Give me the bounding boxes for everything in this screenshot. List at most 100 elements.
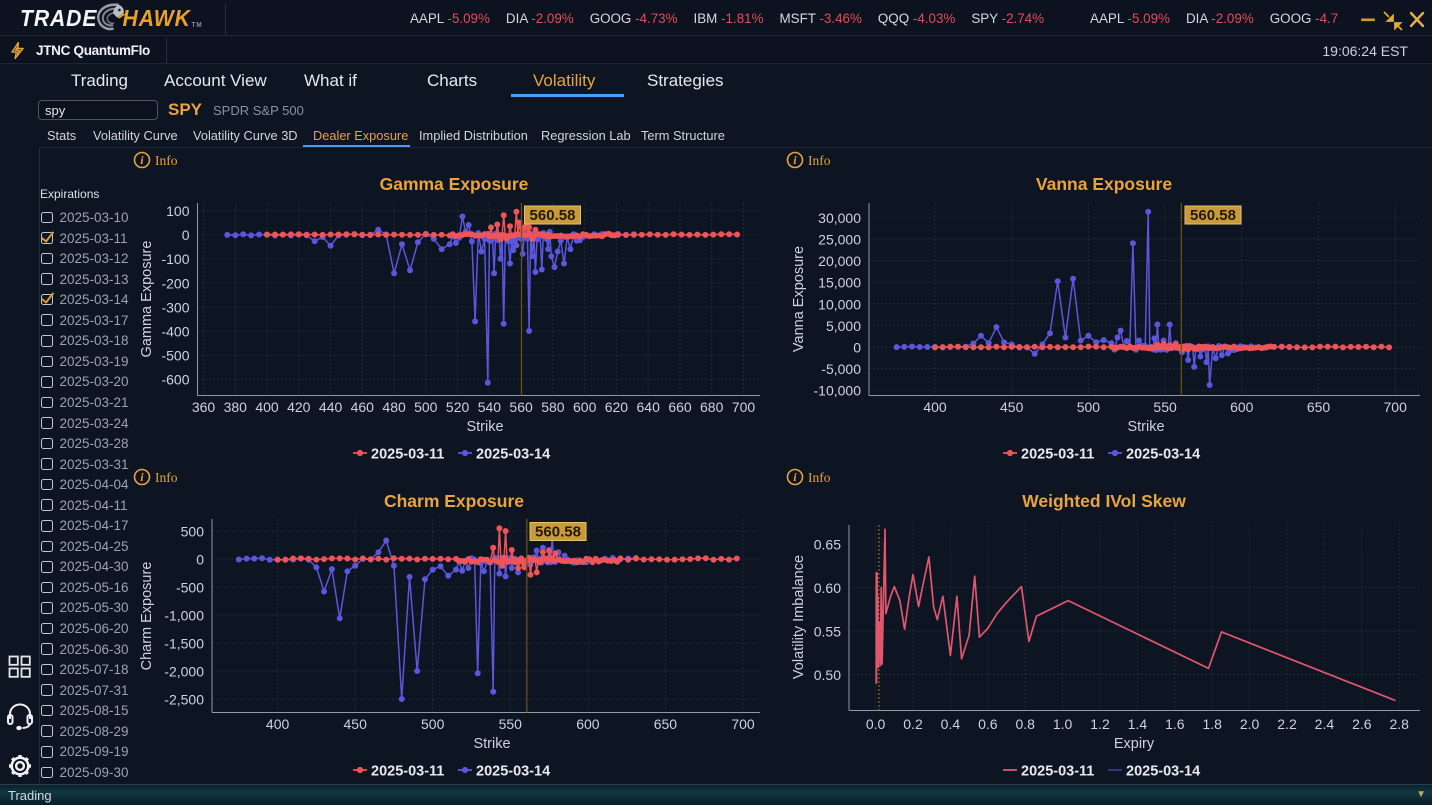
svg-text:560.58: 560.58 (1190, 207, 1236, 224)
svg-text:0.4: 0.4 (941, 716, 961, 732)
svg-text:520: 520 (446, 399, 470, 415)
svg-text:1.2: 1.2 (1090, 716, 1110, 732)
svg-text:-1,000: -1,000 (164, 608, 204, 624)
svg-text:560.58: 560.58 (535, 524, 581, 541)
svg-text:1.4: 1.4 (1128, 716, 1148, 732)
svg-text:1.6: 1.6 (1165, 716, 1185, 732)
svg-text:700: 700 (732, 399, 756, 415)
svg-text:560: 560 (509, 399, 533, 415)
svg-text:540: 540 (478, 399, 502, 415)
svg-text:Info: Info (155, 470, 178, 485)
svg-text:700: 700 (731, 716, 755, 732)
svg-text:400: 400 (266, 716, 290, 732)
svg-text:2.4: 2.4 (1315, 716, 1335, 732)
svg-text:2025-03-14: 2025-03-14 (1126, 763, 1200, 779)
svg-text:i: i (793, 472, 797, 484)
svg-text:400: 400 (255, 399, 279, 415)
svg-text:500: 500 (421, 716, 445, 732)
svg-text:Strike: Strike (473, 736, 510, 752)
svg-text:1.0: 1.0 (1053, 716, 1073, 732)
svg-text:0: 0 (196, 552, 204, 568)
svg-text:Info: Info (808, 153, 831, 168)
svg-text:i: i (793, 155, 797, 167)
svg-text:600: 600 (1230, 399, 1254, 415)
svg-text:Charm Exposure: Charm Exposure (384, 491, 524, 511)
svg-text:680: 680 (700, 399, 724, 415)
svg-text:15,000: 15,000 (818, 275, 861, 291)
svg-text:-300: -300 (161, 299, 189, 315)
svg-text:-500: -500 (176, 580, 204, 596)
svg-text:580: 580 (541, 399, 565, 415)
svg-text:0: 0 (853, 340, 861, 356)
svg-text:620: 620 (605, 399, 629, 415)
svg-text:600: 600 (573, 399, 597, 415)
svg-text:660: 660 (668, 399, 692, 415)
svg-text:Weighted IVol Skew: Weighted IVol Skew (1022, 491, 1186, 511)
svg-text:460: 460 (351, 399, 375, 415)
svg-text:0: 0 (182, 227, 190, 243)
svg-text:-100: -100 (161, 251, 189, 267)
svg-text:550: 550 (499, 716, 523, 732)
svg-text:550: 550 (1153, 399, 1177, 415)
svg-text:560.58: 560.58 (530, 207, 576, 224)
svg-text:-1,500: -1,500 (164, 636, 204, 652)
svg-text:650: 650 (654, 716, 678, 732)
svg-text:380: 380 (224, 399, 248, 415)
svg-text:2.0: 2.0 (1240, 716, 1260, 732)
svg-text:25,000: 25,000 (818, 232, 861, 248)
svg-text:-600: -600 (161, 372, 189, 388)
svg-text:0.2: 0.2 (903, 716, 923, 732)
svg-text:2025-03-14: 2025-03-14 (476, 446, 550, 462)
svg-text:450: 450 (1000, 399, 1024, 415)
svg-text:Gamma Exposure: Gamma Exposure (380, 174, 529, 194)
svg-text:360: 360 (192, 399, 216, 415)
svg-text:500: 500 (1077, 399, 1101, 415)
svg-text:0.50: 0.50 (814, 667, 841, 683)
svg-text:100: 100 (166, 203, 190, 219)
svg-text:0.0: 0.0 (866, 716, 886, 732)
svg-text:700: 700 (1384, 399, 1408, 415)
svg-text:-500: -500 (161, 348, 189, 364)
svg-text:1.8: 1.8 (1202, 716, 1222, 732)
svg-text:2025-03-14: 2025-03-14 (476, 763, 550, 779)
svg-text:450: 450 (344, 716, 368, 732)
svg-text:2025-03-11: 2025-03-11 (371, 763, 444, 779)
svg-text:0.65: 0.65 (814, 537, 841, 553)
svg-text:Info: Info (155, 153, 178, 168)
svg-text:2025-03-11: 2025-03-11 (371, 446, 444, 462)
svg-text:Info: Info (808, 470, 831, 485)
svg-text:2025-03-11: 2025-03-11 (1021, 446, 1094, 462)
svg-text:640: 640 (637, 399, 661, 415)
svg-text:0.55: 0.55 (814, 624, 841, 640)
svg-text:Strike: Strike (466, 419, 503, 435)
svg-text:2.8: 2.8 (1389, 716, 1409, 732)
svg-text:0.8: 0.8 (1015, 716, 1035, 732)
svg-text:20,000: 20,000 (818, 253, 861, 269)
svg-text:Strike: Strike (1127, 419, 1164, 435)
svg-text:-5,000: -5,000 (821, 361, 861, 377)
svg-text:500: 500 (414, 399, 438, 415)
svg-text:650: 650 (1307, 399, 1331, 415)
svg-text:Expiry: Expiry (1114, 736, 1155, 752)
svg-text:600: 600 (576, 716, 600, 732)
svg-text:0.6: 0.6 (978, 716, 998, 732)
svg-text:0.60: 0.60 (814, 580, 841, 596)
svg-text:500: 500 (181, 524, 205, 540)
svg-text:-2,000: -2,000 (164, 664, 204, 680)
svg-text:420: 420 (287, 399, 311, 415)
svg-text:2.2: 2.2 (1277, 716, 1297, 732)
svg-text:Gamma Exposure: Gamma Exposure (139, 241, 155, 358)
svg-text:2.6: 2.6 (1352, 716, 1372, 732)
svg-text:-200: -200 (161, 275, 189, 291)
svg-text:-400: -400 (161, 324, 189, 340)
svg-text:5,000: 5,000 (826, 318, 861, 334)
svg-text:Volatility Imbalance: Volatility Imbalance (791, 555, 807, 679)
svg-text:2025-03-14: 2025-03-14 (1126, 446, 1200, 462)
svg-text:480: 480 (382, 399, 406, 415)
svg-text:-2,500: -2,500 (164, 692, 204, 708)
svg-text:i: i (140, 155, 144, 167)
svg-text:400: 400 (923, 399, 947, 415)
svg-text:30,000: 30,000 (818, 210, 861, 226)
svg-text:440: 440 (319, 399, 343, 415)
svg-text:-10,000: -10,000 (814, 383, 862, 399)
